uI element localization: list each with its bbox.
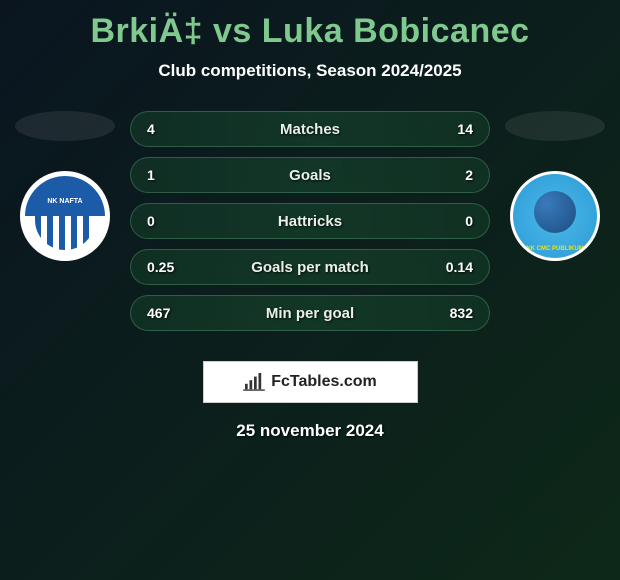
comparison-card: BrkiÄ‡ vs Luka Bobicanec Club competitio… [0, 0, 620, 441]
left-club-stripes [35, 216, 95, 250]
right-club-name: NK CMC PUBLIKUM [515, 246, 595, 252]
stat-left-value: 467 [147, 305, 187, 321]
stat-left-value: 0 [147, 213, 187, 229]
right-club-logo: NK CMC PUBLIKUM [510, 171, 600, 261]
page-title: BrkiÄ‡ vs Luka Bobicanec [0, 12, 620, 51]
stat-row-goals: 1 Goals 2 [130, 157, 490, 193]
stat-row-matches: 4 Matches 14 [130, 111, 490, 147]
subtitle: Club competitions, Season 2024/2025 [0, 61, 620, 81]
left-logo-column: NK NAFTA [10, 111, 120, 261]
left-club-name: NK NAFTA [47, 198, 82, 205]
stat-right-value: 2 [433, 167, 473, 183]
bar-chart-icon [243, 373, 265, 391]
left-club-logo-inner: NK NAFTA [25, 176, 105, 256]
brand-footer: FcTables.com [203, 361, 418, 403]
stat-right-value: 14 [433, 121, 473, 137]
stats-area: NK NAFTA 4 Matches 14 1 Goals 2 0 Hattri… [0, 111, 620, 341]
stat-left-value: 1 [147, 167, 187, 183]
stat-right-value: 0.14 [433, 259, 473, 275]
stats-column: 4 Matches 14 1 Goals 2 0 Hattricks 0 0.2… [130, 111, 490, 341]
stat-label: Hattricks [278, 213, 342, 230]
soccer-ball-icon [534, 191, 576, 233]
stat-label: Matches [280, 121, 340, 138]
stat-left-value: 0.25 [147, 259, 187, 275]
right-club-logo-inner: NK CMC PUBLIKUM [515, 176, 595, 256]
right-logo-column: NK CMC PUBLIKUM [500, 111, 610, 261]
stat-row-hattricks: 0 Hattricks 0 [130, 203, 490, 239]
stat-label: Goals [289, 167, 331, 184]
stat-left-value: 4 [147, 121, 187, 137]
stat-row-goals-per-match: 0.25 Goals per match 0.14 [130, 249, 490, 285]
stat-row-min-per-goal: 467 Min per goal 832 [130, 295, 490, 331]
stat-right-value: 832 [433, 305, 473, 321]
left-club-logo: NK NAFTA [20, 171, 110, 261]
date-label: 25 november 2024 [0, 421, 620, 441]
stat-right-value: 0 [433, 213, 473, 229]
player-ellipse-left [15, 111, 115, 141]
brand-name: FcTables.com [271, 373, 377, 391]
player-ellipse-right [505, 111, 605, 141]
stat-label: Goals per match [251, 259, 369, 276]
stat-label: Min per goal [266, 305, 354, 322]
